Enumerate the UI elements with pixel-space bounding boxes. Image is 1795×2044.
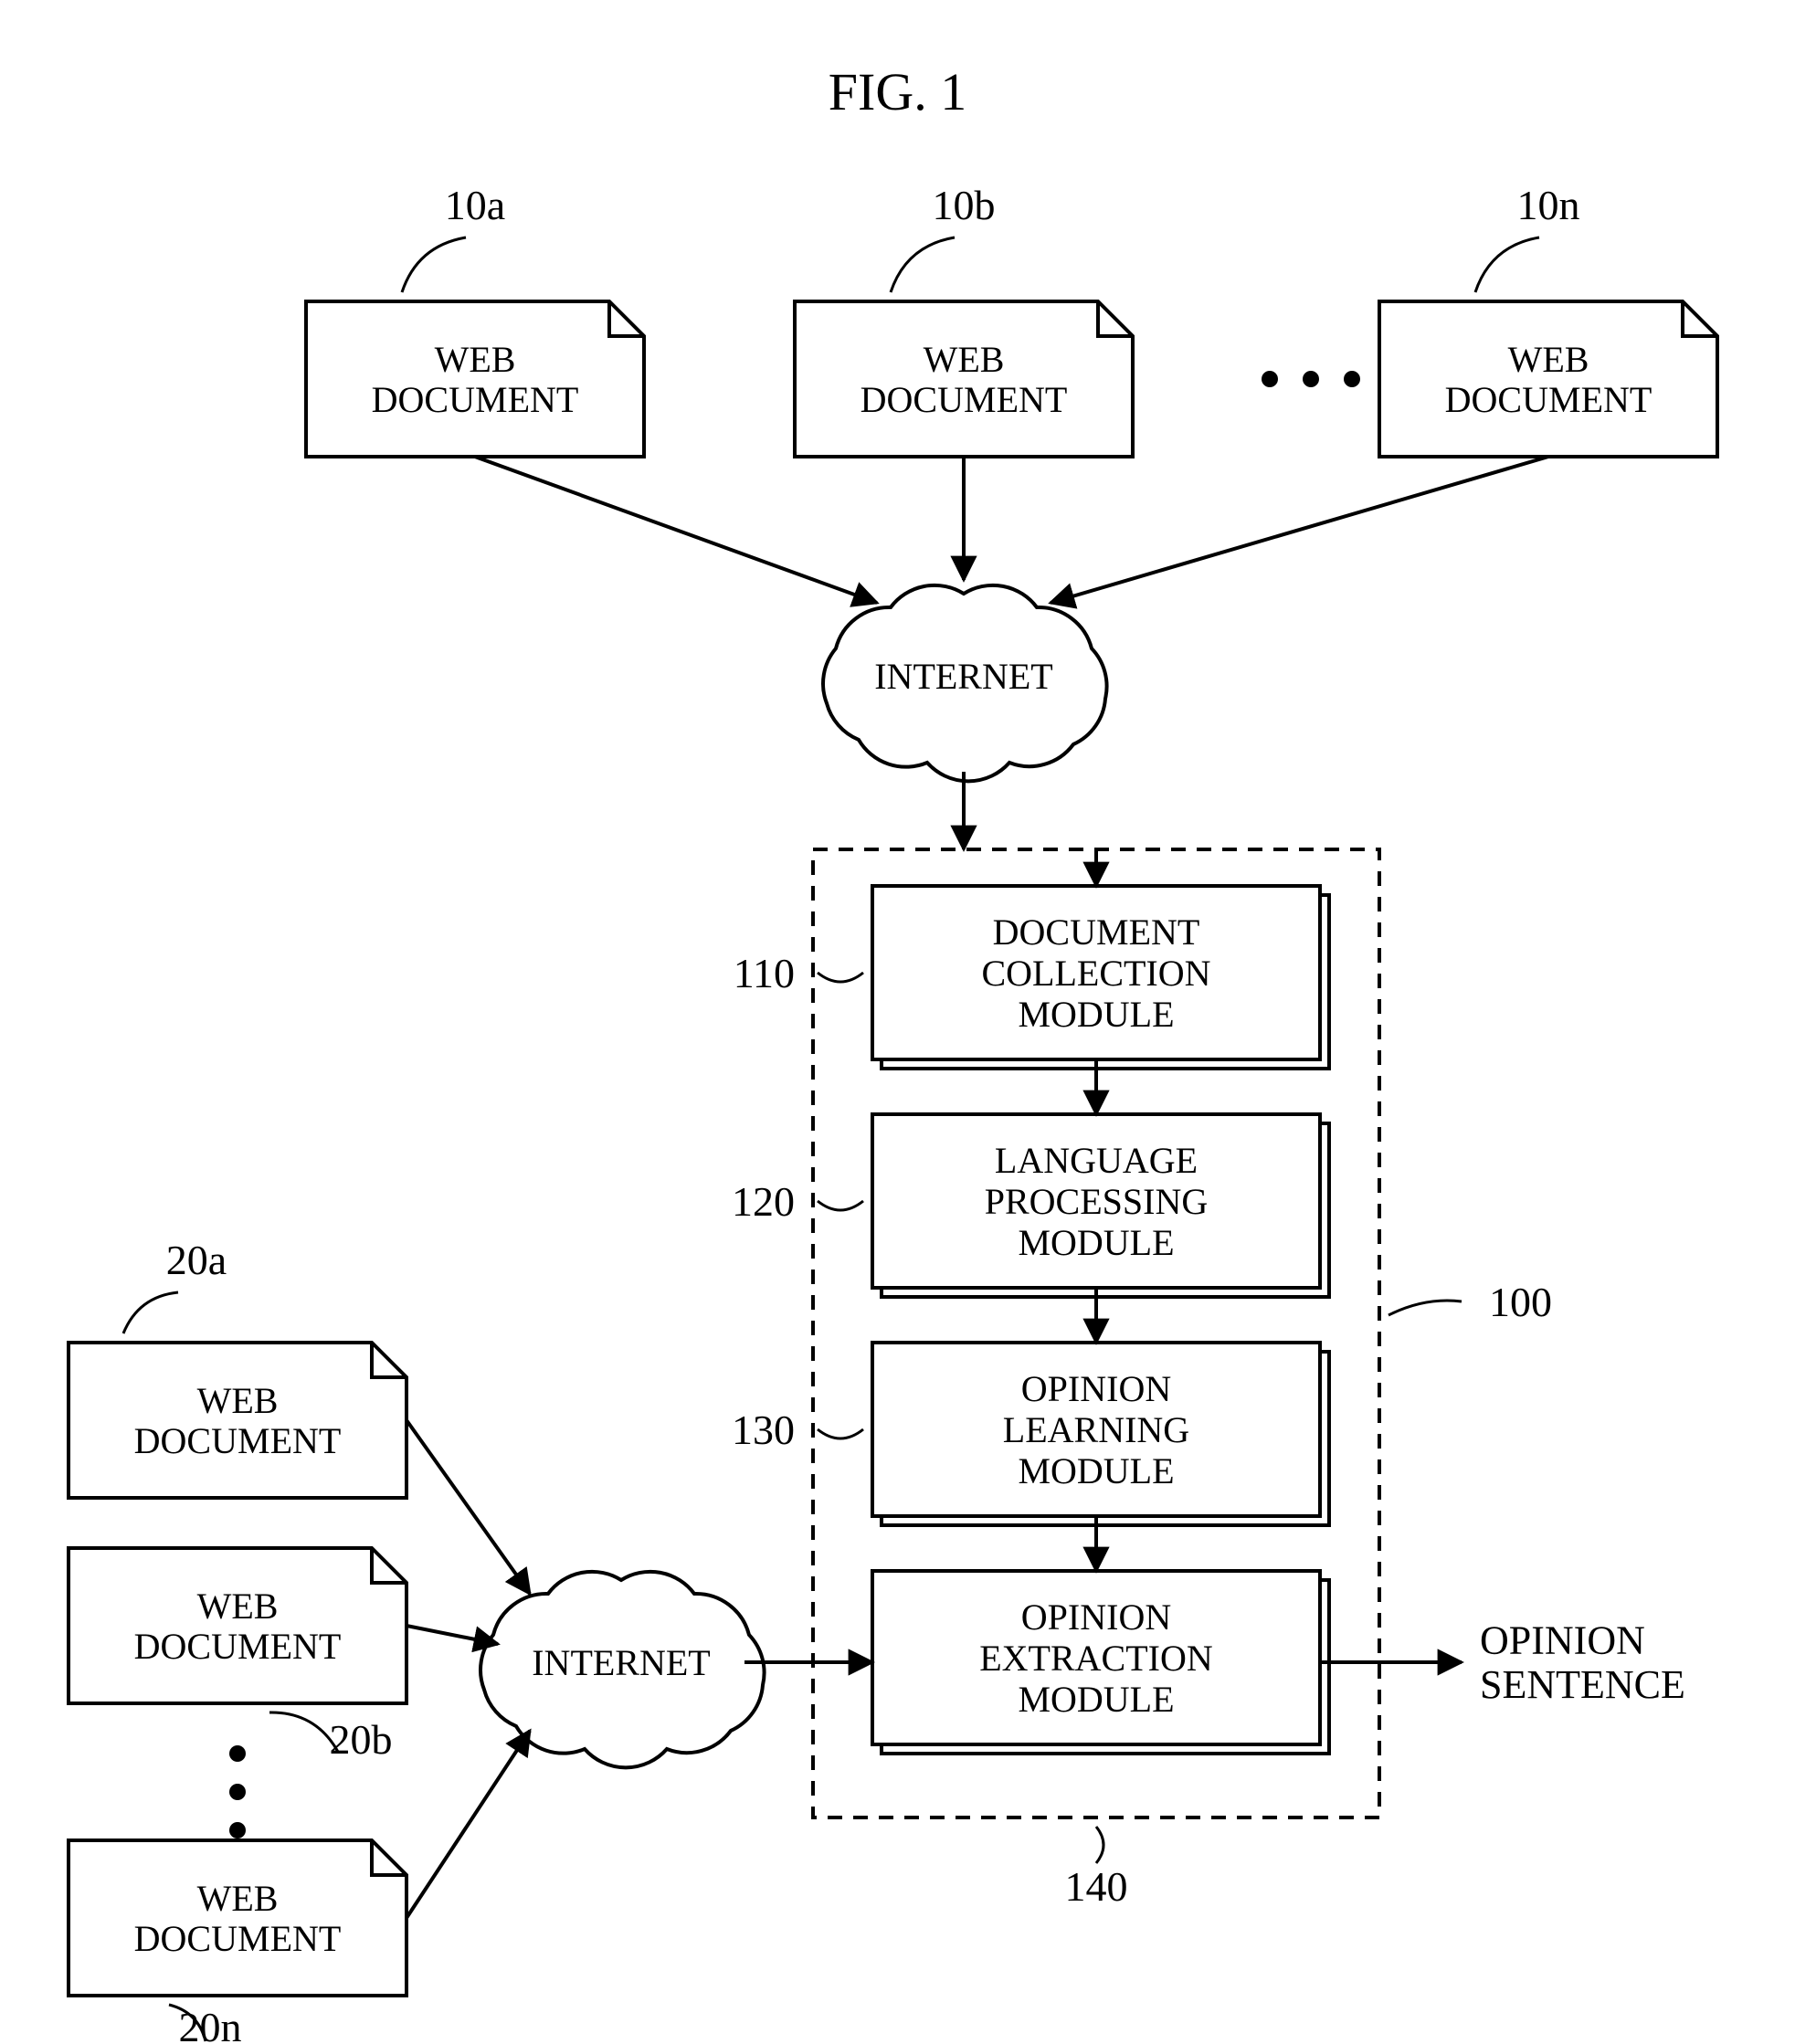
diagram-canvas: FIG. 1100INTERNETINTERNETWEBDOCUMENT10aW… (0, 0, 1795, 2044)
module-label: MODULE (1018, 994, 1174, 1035)
doc-label: WEB (924, 339, 1005, 380)
output-label: SENTENCE (1480, 1662, 1685, 1707)
doc-label: WEB (197, 1878, 279, 1919)
doc-label: WEB (197, 1380, 279, 1421)
reference-number: 110 (734, 950, 795, 996)
reference-number: 100 (1489, 1279, 1552, 1325)
ellipsis-dot (1262, 371, 1278, 387)
module-label: MODULE (1018, 1679, 1174, 1720)
figure-title: FIG. 1 (829, 62, 966, 121)
doc-label: DOCUMENT (134, 1626, 342, 1667)
reference-number: 20n (179, 2004, 242, 2044)
ellipsis-dot (229, 1745, 246, 1762)
doc-label: DOCUMENT (372, 379, 579, 420)
ellipsis-dot (1303, 371, 1319, 387)
module-label: OPINION (1021, 1368, 1171, 1409)
doc-label: WEB (1508, 339, 1589, 380)
reference-number: 10a (445, 182, 505, 228)
reference-number: 140 (1065, 1863, 1128, 1910)
reference-number: 20a (166, 1237, 227, 1283)
output-label: OPINION (1480, 1617, 1645, 1662)
doc-label: DOCUMENT (134, 1918, 342, 1959)
doc-label: WEB (435, 339, 516, 380)
module-label: COLLECTION (981, 953, 1210, 994)
ellipsis-dot (1344, 371, 1360, 387)
cloud-label: INTERNET (532, 1642, 711, 1683)
reference-number: 10b (933, 182, 996, 228)
cloud-label: INTERNET (874, 656, 1053, 697)
reference-number: 120 (732, 1178, 795, 1225)
ellipsis-dot (229, 1822, 246, 1839)
reference-number: 20b (330, 1716, 393, 1763)
doc-label: DOCUMENT (861, 379, 1068, 420)
doc-label: WEB (197, 1586, 279, 1627)
module-label: LEARNING (1003, 1409, 1189, 1450)
module-label: MODULE (1018, 1450, 1174, 1491)
ellipsis-dot (229, 1784, 246, 1800)
doc-label: DOCUMENT (1445, 379, 1652, 420)
internet-cloud: INTERNET (823, 585, 1107, 781)
doc-label: DOCUMENT (134, 1420, 342, 1461)
module-label: MODULE (1018, 1222, 1174, 1263)
reference-number: 130 (732, 1407, 795, 1453)
module-label: EXTRACTION (979, 1638, 1213, 1679)
module-label: LANGUAGE (995, 1140, 1198, 1181)
module-label: OPINION (1021, 1596, 1171, 1638)
reference-number: 10n (1517, 182, 1580, 228)
module-label: PROCESSING (985, 1181, 1209, 1222)
module-label: DOCUMENT (993, 911, 1200, 953)
